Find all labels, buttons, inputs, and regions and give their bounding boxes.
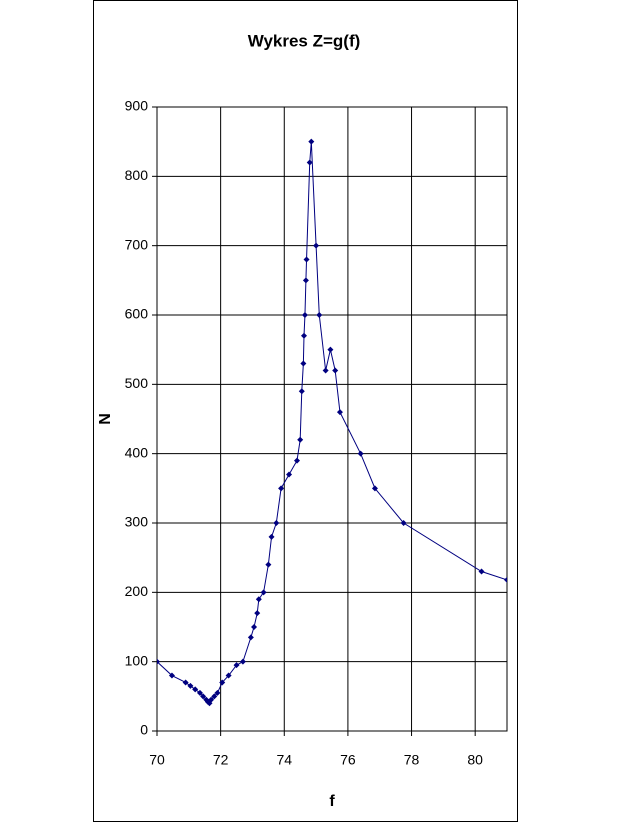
data-point — [400, 520, 407, 526]
data-point — [247, 634, 254, 641]
data-point — [297, 436, 304, 443]
x-tick-label: 76 — [340, 752, 356, 768]
y-tick-label: 400 — [125, 444, 149, 460]
data-point — [211, 693, 218, 700]
y-tick-label: 0 — [140, 722, 148, 738]
y-tick-label: 500 — [125, 375, 149, 391]
data-point — [268, 533, 275, 540]
data-point — [233, 662, 240, 669]
y-tick-label: 600 — [125, 306, 149, 322]
x-axis-label: f — [329, 793, 335, 810]
data-point — [302, 277, 309, 284]
data-point — [214, 689, 221, 696]
chart-frame — [93, 0, 518, 822]
data-point — [157, 658, 160, 665]
data-point — [313, 242, 320, 249]
data-point — [371, 485, 378, 492]
y-tick-label: 900 — [125, 98, 149, 114]
data-point — [332, 367, 339, 374]
data-point — [187, 682, 194, 689]
data-point — [301, 312, 308, 318]
data-point — [357, 450, 364, 457]
data-point — [298, 388, 305, 395]
data-point — [225, 672, 232, 679]
data-point — [327, 346, 334, 353]
data-point — [303, 256, 310, 263]
data-point — [273, 520, 280, 526]
data-point — [260, 589, 267, 596]
data-point — [182, 679, 189, 686]
data-point — [300, 360, 307, 367]
data-point — [316, 312, 323, 318]
data-point — [504, 576, 507, 583]
data-point — [301, 332, 307, 339]
x-tick-label: 72 — [213, 752, 229, 768]
data-point — [294, 457, 300, 464]
data-point — [322, 367, 329, 374]
data-point — [254, 610, 261, 617]
y-tick-label: 300 — [125, 514, 149, 530]
data-point — [219, 679, 226, 686]
data-point — [196, 689, 203, 696]
y-axis-label: N — [97, 413, 114, 425]
data-point — [265, 561, 272, 568]
data-point — [336, 409, 343, 416]
x-tick-label: 70 — [149, 752, 165, 768]
data-point — [278, 485, 285, 492]
data-point — [251, 624, 258, 630]
y-tick-label: 200 — [125, 583, 149, 599]
chart-title: Wykres Z=g(f) — [248, 31, 361, 50]
plot-border — [156, 106, 508, 732]
y-tick-label: 700 — [125, 236, 149, 252]
y-tick-label: 100 — [125, 652, 149, 668]
x-tick-label: 80 — [467, 752, 483, 768]
data-point — [478, 568, 485, 575]
data-point — [239, 658, 246, 665]
data-point — [200, 693, 207, 700]
data-point — [208, 696, 215, 703]
data-point — [286, 471, 293, 478]
data-point — [308, 138, 315, 145]
y-tick-label: 800 — [125, 167, 149, 183]
data-point — [306, 159, 313, 166]
data-point — [192, 686, 199, 693]
x-tick-label: 74 — [276, 752, 292, 768]
data-point — [168, 672, 175, 679]
x-tick-label: 78 — [404, 752, 420, 768]
data-point — [255, 596, 262, 603]
